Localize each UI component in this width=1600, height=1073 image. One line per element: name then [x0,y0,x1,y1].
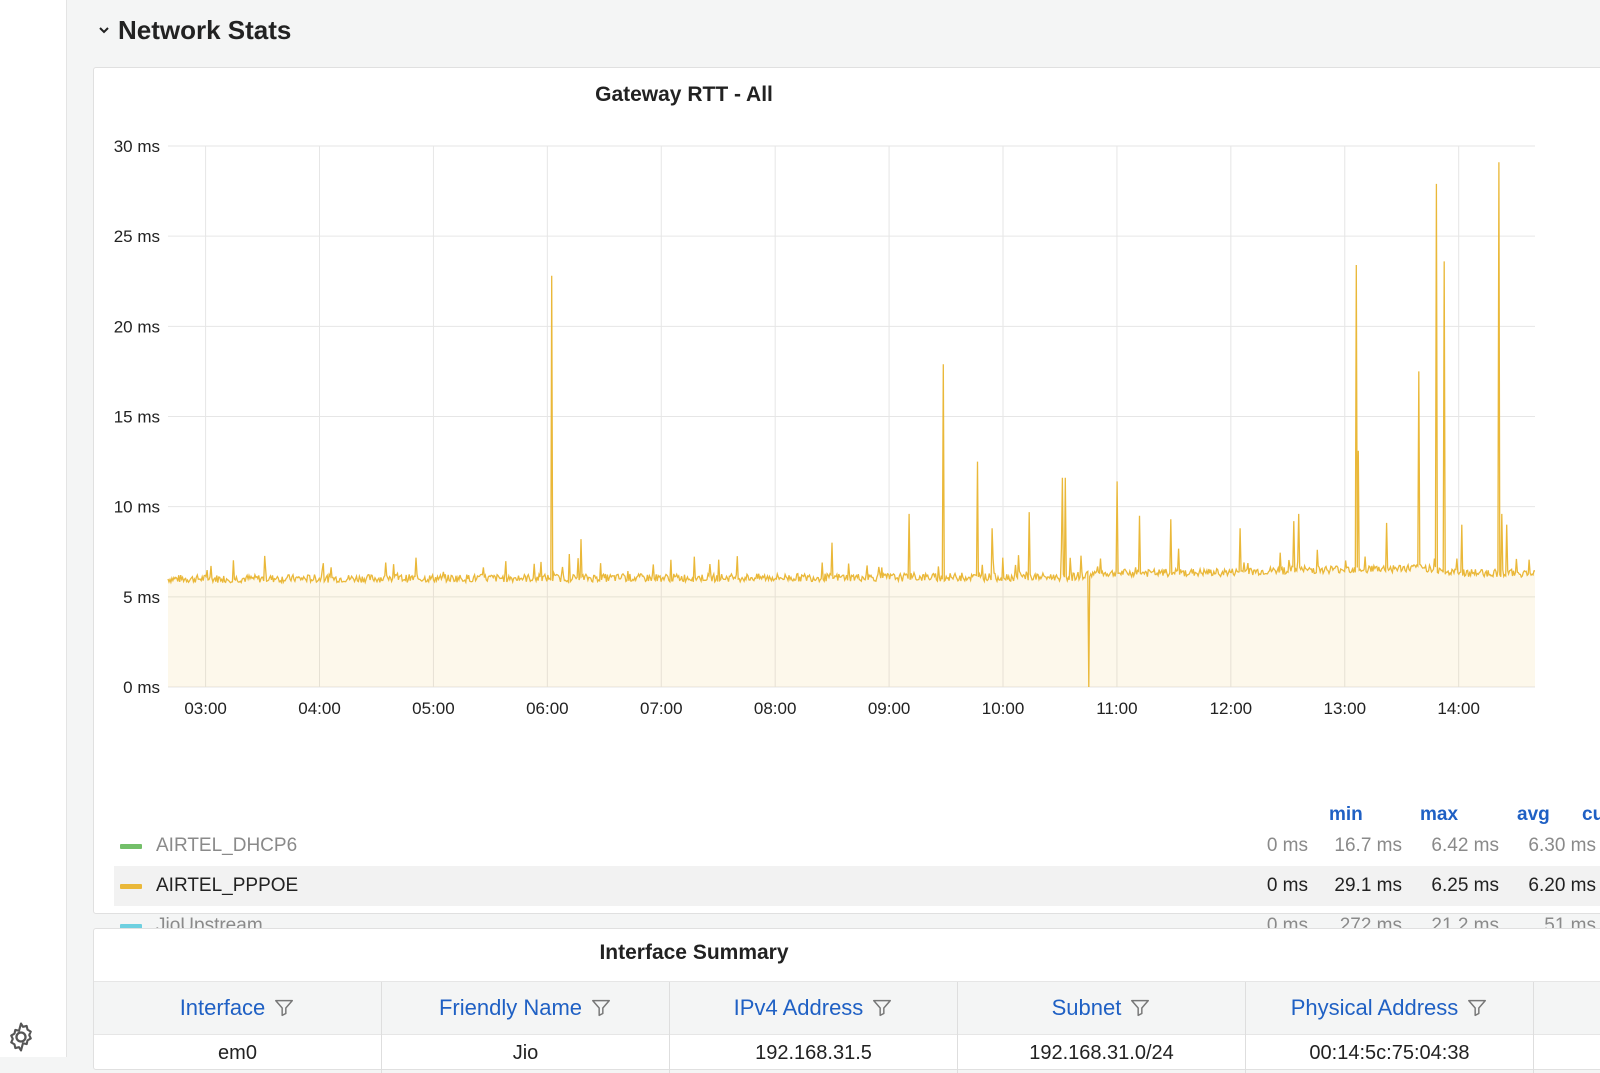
panel-title[interactable]: Interface Summary [599,941,789,964]
rtt-chart[interactable]: 0 ms 5 ms 10 ms 15 ms 20 ms 25 ms 30 ms 03:00 04… [94,68,1600,803]
column-header-label: Subnet [1051,995,1122,1020]
x-tick-label: 07:00 [640,699,683,718]
legend-item[interactable]: AIRTEL_DHCP6 0 ms 16.7 ms 6.42 ms 6.30 m… [114,826,1600,866]
legend-item[interactable]: AIRTEL_PPPOE 0 ms 29.1 ms 6.25 ms 6.20 m… [114,866,1600,906]
filter-icon[interactable] [1129,997,1151,1019]
column-header-label: IPv4 Address [733,995,864,1020]
series-name[interactable]: AIRTEL_DHCP6 [156,835,298,856]
table-panel-interface-summary: Interface Summary Interface Friendly Nam… [93,928,1600,1073]
series-line-airtel-pppoe [167,162,1536,688]
series-avg: 6.25 ms [1431,875,1499,896]
series-color-swatch [120,923,142,929]
cell-physical-address: 00:14:5c:75:04:38 [1246,1033,1534,1073]
column-header-ipv4-address[interactable]: IPv4 Address [670,982,958,1034]
y-tick-label: 0 ms [123,678,160,697]
legend-head-current[interactable]: current [1582,804,1600,825]
row-header-network-stats[interactable]: Network Stats [96,10,291,50]
chevron-down-icon[interactable] [96,22,112,38]
gear-icon[interactable] [4,1020,38,1054]
legend-head-min[interactable]: min [1329,804,1363,825]
legend-head-avg[interactable]: avg [1517,804,1550,825]
y-tick-label: 30 ms [114,137,160,156]
x-tick-label: 11:00 [1096,699,1137,718]
x-tick-label: 09:00 [868,699,911,718]
column-header-friendly-name[interactable]: Friendly Name [382,982,670,1034]
series-current: 6.20 ms [1528,875,1596,896]
x-tick-label: 04:00 [298,699,341,718]
column-header-subnet[interactable]: Subnet [958,982,1246,1034]
x-tick-label: 03:00 [184,699,227,718]
panel-title[interactable]: Gateway RTT - All [595,83,773,106]
row-title: Network Stats [118,14,292,45]
cell-subnet: 192.168.31.0/24 [958,1033,1246,1073]
sidebar [0,0,67,1057]
column-header-label: Interface [179,995,266,1020]
y-tick-label: 25 ms [114,227,160,246]
y-tick-label: 5 ms [123,588,160,607]
graph-panel-gateway-rtt: Gateway RTT - All 0 ms 5 ms 10 ms 15 ms 20 m… [93,67,1600,936]
x-tick-label: 12:00 [1210,699,1253,718]
series-avg: 6.42 ms [1431,835,1499,856]
column-header-interface[interactable]: Interface [94,982,382,1034]
series-area-airtel-pppoe [168,162,1535,687]
series-current: 6.30 ms [1528,835,1596,856]
column-header-label: Friendly Name [438,995,583,1020]
y-tick-label: 20 ms [114,317,160,336]
x-tick-label: 05:00 [412,699,455,718]
series-min: 0 ms [1266,875,1308,896]
y-tick-label: 10 ms [114,498,160,517]
table-row[interactable]: em0 Jio 192.168.31.5 192.168.31.0/24 00:… [94,1033,1600,1073]
filter-icon[interactable] [590,997,612,1019]
cell-interface: em0 [94,1033,382,1073]
cell-friendly-name: Jio [382,1033,670,1073]
series-max: 29.1 ms [1334,875,1402,896]
y-tick-label: 15 ms [114,408,160,427]
series-name[interactable]: AIRTEL_PPPOE [156,875,299,896]
cell-ipv4-address: 192.168.31.5 [670,1033,958,1073]
column-header-physical-address[interactable]: Physical Address [1246,982,1534,1034]
x-tick-label: 06:00 [526,699,569,718]
x-tick-label: 14:00 [1437,699,1480,718]
legend-head-max[interactable]: max [1420,804,1459,825]
series-max: 16.7 ms [1334,835,1402,856]
x-tick-label: 10:00 [982,699,1025,718]
table-header: Interface Friendly Name IPv4 Address Sub… [94,981,1600,1035]
series-min: 0 ms [1266,835,1308,856]
series-color-swatch [120,843,142,849]
x-tick-label: 08:00 [754,699,797,718]
x-tick-label: 13:00 [1323,699,1366,718]
filter-icon[interactable] [273,997,295,1019]
column-header-label: Physical Address [1290,995,1459,1020]
filter-icon[interactable] [1466,997,1488,1019]
filter-icon[interactable] [871,997,893,1019]
series-color-swatch [120,883,142,889]
